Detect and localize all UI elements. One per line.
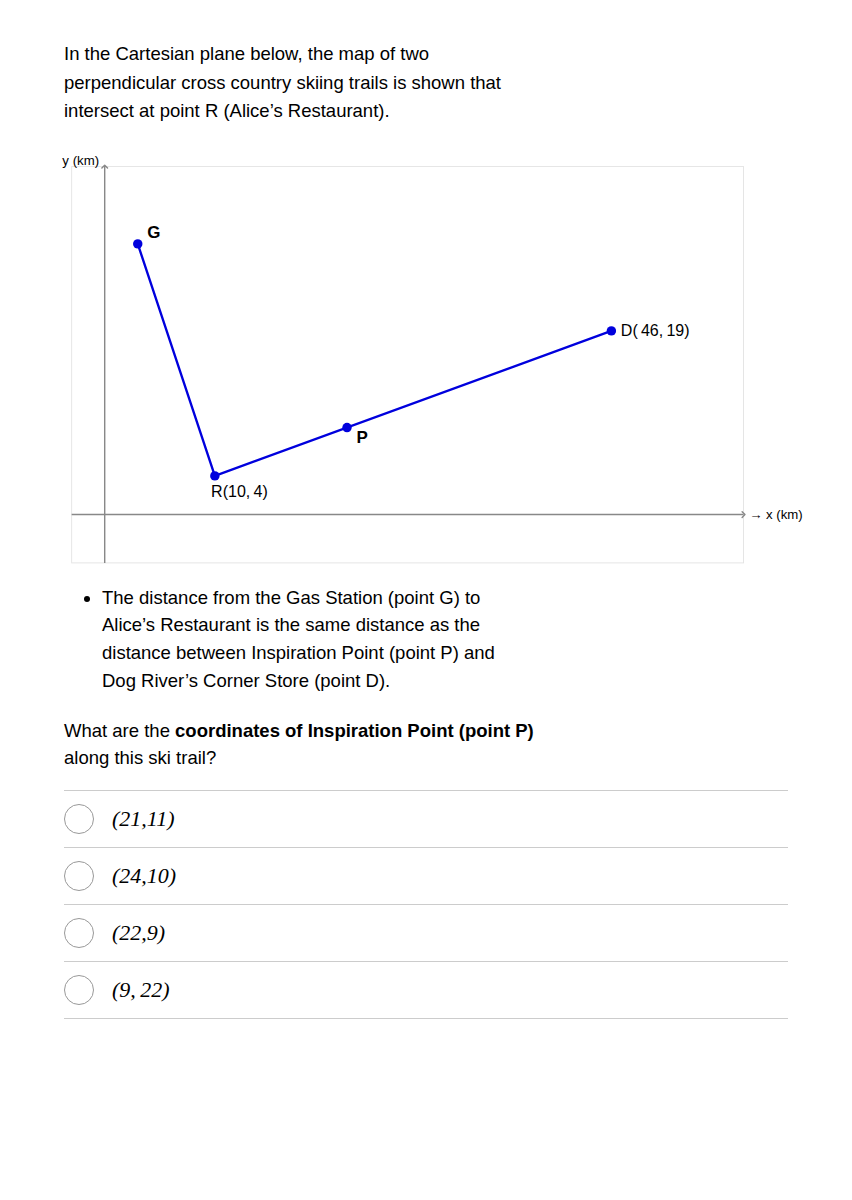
- svg-text:G: G: [147, 223, 160, 242]
- html-text:distance between Inspiration P: distance between Inspiration Point (poin…: [102, 642, 495, 663]
- html-text:(9, 22): (9, 22): [112, 977, 170, 1002]
- html-text:(21,11): (21,11): [112, 806, 175, 831]
- html-text:In the Cartesian plane below,: In the Cartesian plane below, the map of…: [64, 43, 430, 64]
- html-text:The distance from the Gas Stat: The distance from the Gas Station (point…: [102, 586, 481, 608]
- html-text:intersect at point R (Alice’s: intersect at point R (Alice’s Restaurant…: [64, 100, 390, 122]
- svg-text:R(10, 4): R(10, 4): [211, 482, 268, 500]
- html-text:(24,10): (24,10): [112, 863, 177, 888]
- svg-text:y (km): y (km): [62, 153, 99, 168]
- svg-text:D( 46, 19): D( 46, 19): [621, 321, 690, 339]
- svg-text:P: P: [356, 428, 367, 447]
- html-text:perpendicular cross country sk: perpendicular cross country skiing trail…: [64, 71, 501, 93]
- html-text:(22,9): (22,9): [112, 920, 166, 945]
- svg-text:→ x (km): → x (km): [749, 507, 803, 522]
- html-text:Dog River’s Corner Store (poin: Dog River’s Corner Store (point D).: [102, 669, 391, 691]
- html-text:What are the coordinates of In: What are the coordinates of Inspiration …: [64, 719, 534, 741]
- html-text:along this ski trail?: along this ski trail?: [64, 747, 217, 769]
- html-text:Alice’s Restaurant is the same: Alice’s Restaurant is the same distance …: [102, 614, 481, 636]
